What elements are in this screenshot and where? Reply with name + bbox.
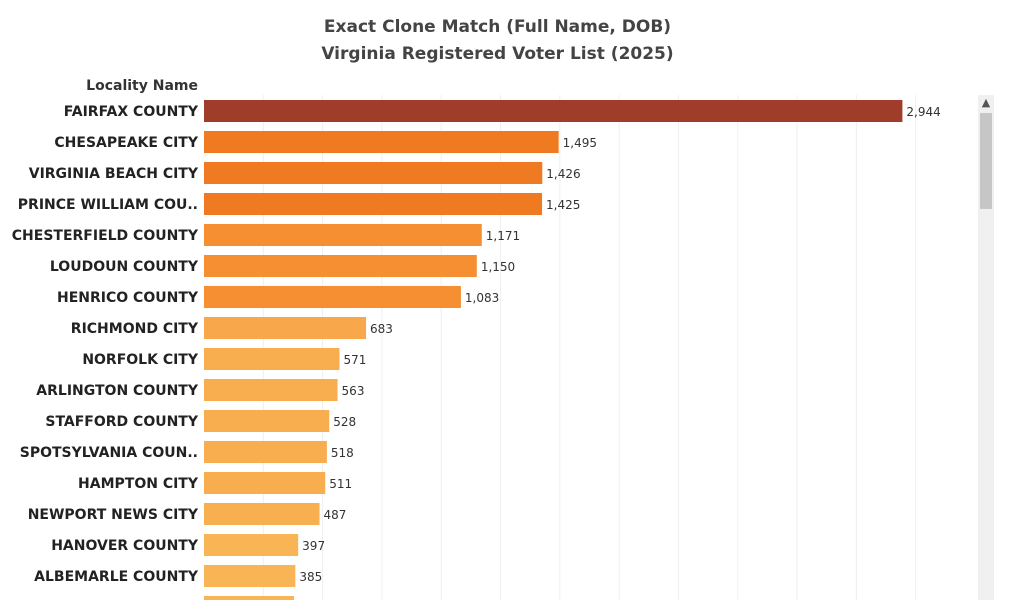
bar-row: NEWPORT NEWS CITY 487 <box>28 503 347 525</box>
value-label: 397 <box>302 539 325 553</box>
bar[interactable] <box>204 317 367 339</box>
value-label: 511 <box>329 477 352 491</box>
category-label: HAMPTON CITY <box>78 476 199 492</box>
category-label: SPOTSYLVANIA COUN.. <box>20 445 198 461</box>
bar-row: NORFOLK CITY 571 <box>82 348 366 370</box>
category-label: FAIRFAX COUNTY <box>64 104 199 120</box>
value-label: 1,495 <box>563 136 597 150</box>
bar[interactable] <box>204 379 338 401</box>
bar[interactable] <box>204 472 326 494</box>
bar-row: HENRICO COUNTY 1,083 <box>57 286 499 308</box>
bar[interactable] <box>204 441 327 463</box>
scrollbar-thumb[interactable] <box>980 113 992 209</box>
bar[interactable] <box>204 162 543 184</box>
bar-row: CHESAPEAKE CITY 1,495 <box>54 131 597 153</box>
value-label: 1,426 <box>546 167 580 181</box>
category-label: PRINCE WILLIAM COU.. <box>18 197 198 213</box>
category-label: NEWPORT NEWS CITY <box>28 507 199 523</box>
bar-partial <box>204 596 294 600</box>
bar[interactable] <box>204 131 559 153</box>
bar-row: HAMPTON CITY 511 <box>78 472 352 494</box>
value-label: 385 <box>299 570 322 584</box>
bar[interactable] <box>204 100 903 122</box>
bars: FAIRFAX COUNTY 2,944 CHESAPEAKE CITY 1,495 V… <box>12 100 941 600</box>
y-axis-label: Locality Name <box>86 78 198 94</box>
bar[interactable] <box>204 348 340 370</box>
value-label: 1,150 <box>481 260 515 274</box>
bar-row: FAIRFAX COUNTY 2,944 <box>64 100 941 122</box>
bar[interactable] <box>204 503 320 525</box>
value-label: 571 <box>343 353 366 367</box>
vertical-scrollbar[interactable]: ▲ <box>978 95 994 600</box>
bar-row: STAFFORD COUNTY 528 <box>45 410 356 432</box>
bar-row: ALBEMARLE COUNTY 385 <box>34 565 322 587</box>
bar[interactable] <box>204 286 461 308</box>
value-label: 1,083 <box>465 291 499 305</box>
bar-row: SPOTSYLVANIA COUN.. 518 <box>20 441 354 463</box>
bar[interactable] <box>204 255 477 277</box>
chart-title-line-2: Virginia Registered Voter List (2025) <box>321 44 674 64</box>
value-label: 1,425 <box>546 198 580 212</box>
bar-row: LOUDOUN COUNTY 1,150 <box>50 255 515 277</box>
category-label: STAFFORD COUNTY <box>45 414 198 430</box>
category-label: VIRGINIA BEACH CITY <box>29 166 199 182</box>
bar-row: HANOVER COUNTY 397 <box>51 534 325 556</box>
category-label: ALBEMARLE COUNTY <box>34 569 199 585</box>
bar-row: RICHMOND CITY 683 <box>71 317 393 339</box>
bar[interactable] <box>204 224 482 246</box>
category-label: CHESTERFIELD COUNTY <box>12 228 199 244</box>
category-label: RICHMOND CITY <box>71 321 199 337</box>
chevron-up-icon[interactable]: ▲ <box>981 96 991 109</box>
category-label: HENRICO COUNTY <box>57 290 199 306</box>
value-label: 487 <box>324 508 347 522</box>
value-label: 563 <box>342 384 365 398</box>
category-label: LOUDOUN COUNTY <box>50 259 199 275</box>
value-label: 2,944 <box>906 105 940 119</box>
category-label: NORFOLK CITY <box>82 352 199 368</box>
bar[interactable] <box>204 193 543 215</box>
bar-row: VIRGINIA BEACH CITY 1,426 <box>29 162 581 184</box>
chart-title: Exact Clone Match (Full Name, DOB) Virgi… <box>0 14 995 68</box>
value-label: 528 <box>333 415 356 429</box>
value-label: 683 <box>370 322 393 336</box>
bar[interactable] <box>204 410 330 432</box>
value-label: 518 <box>331 446 354 460</box>
bar[interactable] <box>204 565 296 587</box>
chart-title-line-1: Exact Clone Match (Full Name, DOB) <box>323 17 672 37</box>
bar[interactable] <box>204 534 299 556</box>
bar-row: CHESTERFIELD COUNTY 1,171 <box>12 224 520 246</box>
category-label: CHESAPEAKE CITY <box>54 135 198 151</box>
bar-row: PRINCE WILLIAM COU.. 1,425 <box>18 193 580 215</box>
category-label: HANOVER COUNTY <box>51 538 199 554</box>
value-label: 1,171 <box>486 229 520 243</box>
category-label: ARLINGTON COUNTY <box>36 383 199 399</box>
bar-row: ARLINGTON COUNTY 563 <box>36 379 364 401</box>
bar-chart: Locality Name FAIRFAX COUNTY 2,944 CHESAPE… <box>12 78 941 600</box>
